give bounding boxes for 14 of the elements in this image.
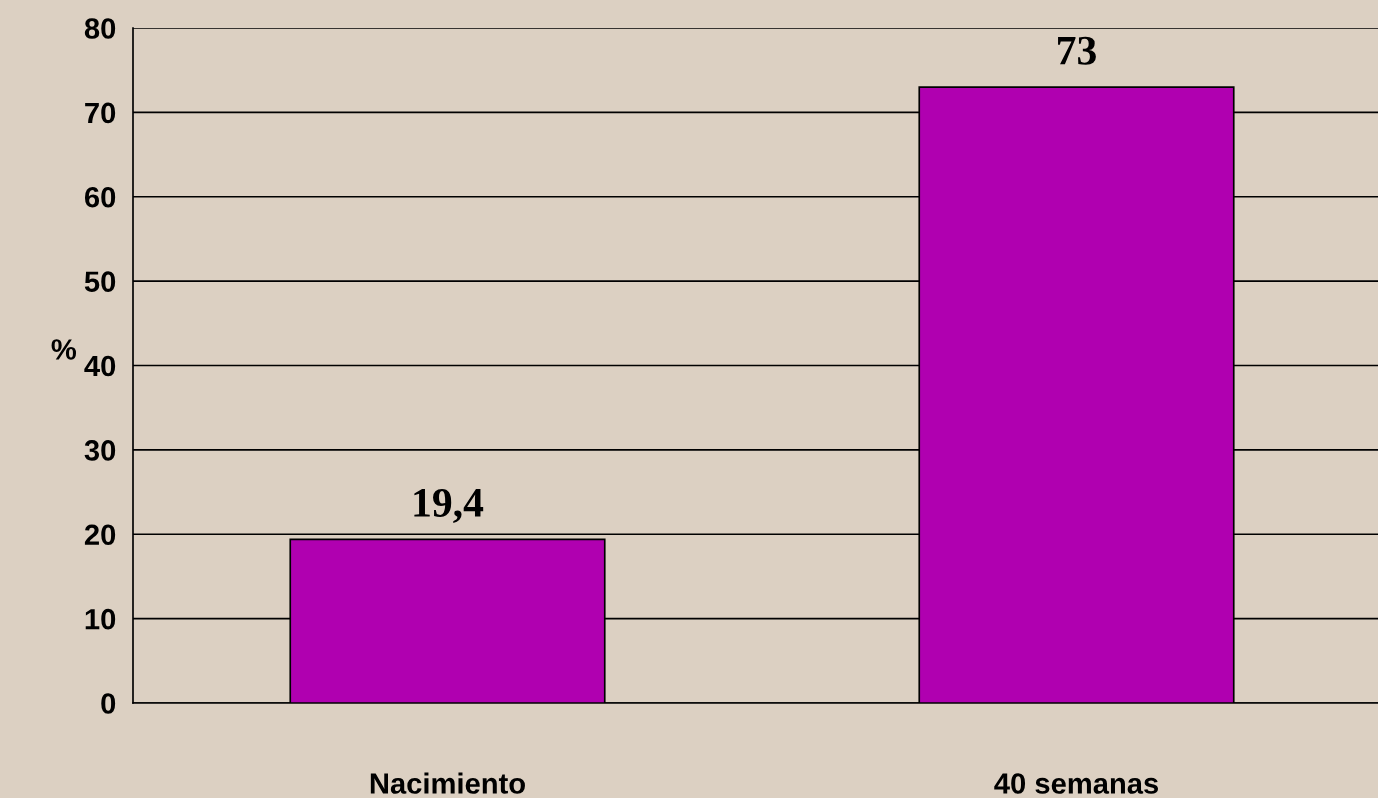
y-tick-label: 40 bbox=[84, 355, 116, 377]
y-tick-label: 60 bbox=[84, 186, 116, 208]
y-tick-label: 80 bbox=[84, 18, 116, 39]
y-tick-label: 50 bbox=[84, 271, 116, 292]
y-tick-label: 70 bbox=[85, 102, 116, 124]
y-tick-label: 0 bbox=[101, 693, 116, 714]
y-tick-label: 10 bbox=[85, 608, 116, 630]
x-tick-label: 40 semanas bbox=[994, 773, 1159, 794]
y-axis-title: % bbox=[51, 339, 77, 360]
data-label: 73 bbox=[1058, 36, 1096, 65]
x-tick-label: Nacimiento bbox=[370, 772, 525, 794]
y-tick-label: 20 bbox=[84, 524, 116, 546]
data-label: 19,4 bbox=[414, 488, 484, 523]
y-tick-label: 30 bbox=[84, 440, 116, 461]
